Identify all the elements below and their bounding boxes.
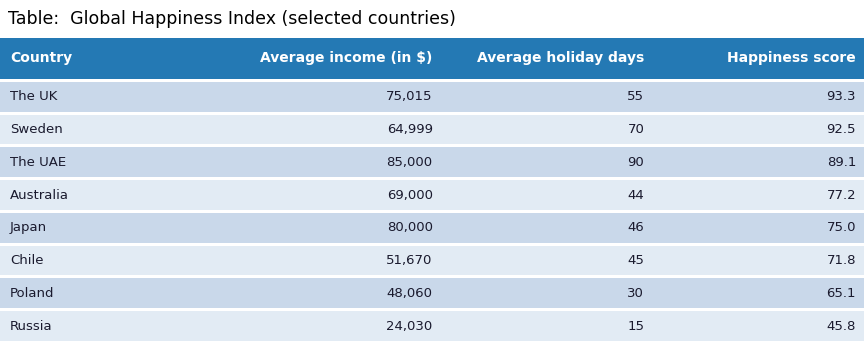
Bar bbox=[229, 38, 441, 79]
Text: 65.1: 65.1 bbox=[827, 287, 856, 300]
Bar bbox=[229, 82, 441, 112]
Text: 30: 30 bbox=[627, 287, 645, 300]
Text: Japan: Japan bbox=[10, 221, 48, 234]
Text: 80,000: 80,000 bbox=[386, 221, 433, 234]
Bar bbox=[229, 147, 441, 177]
Bar bbox=[441, 246, 652, 276]
Text: 92.5: 92.5 bbox=[827, 123, 856, 136]
Text: 89.1: 89.1 bbox=[827, 156, 856, 169]
Bar bbox=[0, 279, 229, 308]
Bar bbox=[652, 115, 864, 145]
Bar bbox=[229, 180, 441, 210]
Text: 75.0: 75.0 bbox=[827, 221, 856, 234]
Text: The UAE: The UAE bbox=[10, 156, 67, 169]
Text: 44: 44 bbox=[627, 189, 645, 202]
Bar bbox=[652, 246, 864, 276]
Bar bbox=[441, 180, 652, 210]
Bar bbox=[652, 180, 864, 210]
Text: Chile: Chile bbox=[10, 254, 43, 267]
Bar bbox=[441, 147, 652, 177]
Bar bbox=[0, 246, 229, 276]
Text: Table:  Global Happiness Index (selected countries): Table: Global Happiness Index (selected … bbox=[8, 10, 456, 28]
Text: 71.8: 71.8 bbox=[827, 254, 856, 267]
Bar bbox=[229, 279, 441, 308]
Text: Sweden: Sweden bbox=[10, 123, 63, 136]
Bar bbox=[0, 115, 229, 145]
Text: 46: 46 bbox=[627, 221, 645, 234]
Bar bbox=[0, 180, 229, 210]
Bar bbox=[441, 38, 652, 79]
Text: Average holiday days: Average holiday days bbox=[477, 51, 645, 65]
Bar bbox=[441, 279, 652, 308]
Bar bbox=[652, 38, 864, 79]
Bar bbox=[229, 246, 441, 276]
Text: 85,000: 85,000 bbox=[386, 156, 433, 169]
Text: 69,000: 69,000 bbox=[386, 189, 433, 202]
Text: 24,030: 24,030 bbox=[386, 320, 433, 332]
Text: 51,670: 51,670 bbox=[386, 254, 433, 267]
Bar bbox=[652, 147, 864, 177]
Bar bbox=[0, 311, 229, 341]
Text: 15: 15 bbox=[627, 320, 645, 332]
Text: 70: 70 bbox=[627, 123, 645, 136]
Text: Happiness score: Happiness score bbox=[727, 51, 856, 65]
Text: 55: 55 bbox=[627, 90, 645, 103]
Bar bbox=[652, 82, 864, 112]
Bar bbox=[441, 82, 652, 112]
Text: 45.8: 45.8 bbox=[827, 320, 856, 332]
Text: 93.3: 93.3 bbox=[827, 90, 856, 103]
Bar bbox=[0, 147, 229, 177]
Text: 77.2: 77.2 bbox=[826, 189, 856, 202]
Bar bbox=[652, 213, 864, 243]
Bar bbox=[652, 279, 864, 308]
Bar bbox=[441, 115, 652, 145]
Text: 45: 45 bbox=[627, 254, 645, 267]
Bar bbox=[0, 82, 229, 112]
Text: 90: 90 bbox=[627, 156, 645, 169]
Text: 64,999: 64,999 bbox=[386, 123, 433, 136]
Text: 48,060: 48,060 bbox=[386, 287, 433, 300]
Text: The UK: The UK bbox=[10, 90, 57, 103]
Text: 75,015: 75,015 bbox=[386, 90, 433, 103]
Bar bbox=[0, 38, 229, 79]
Bar bbox=[652, 311, 864, 341]
Bar bbox=[0, 213, 229, 243]
Text: Poland: Poland bbox=[10, 287, 54, 300]
Bar bbox=[229, 213, 441, 243]
Text: Russia: Russia bbox=[10, 320, 53, 332]
Text: Australia: Australia bbox=[10, 189, 69, 202]
Text: Country: Country bbox=[10, 51, 72, 65]
Text: Average income (in $): Average income (in $) bbox=[260, 51, 433, 65]
Bar bbox=[229, 311, 441, 341]
Bar bbox=[441, 311, 652, 341]
Bar bbox=[441, 213, 652, 243]
Bar bbox=[229, 115, 441, 145]
